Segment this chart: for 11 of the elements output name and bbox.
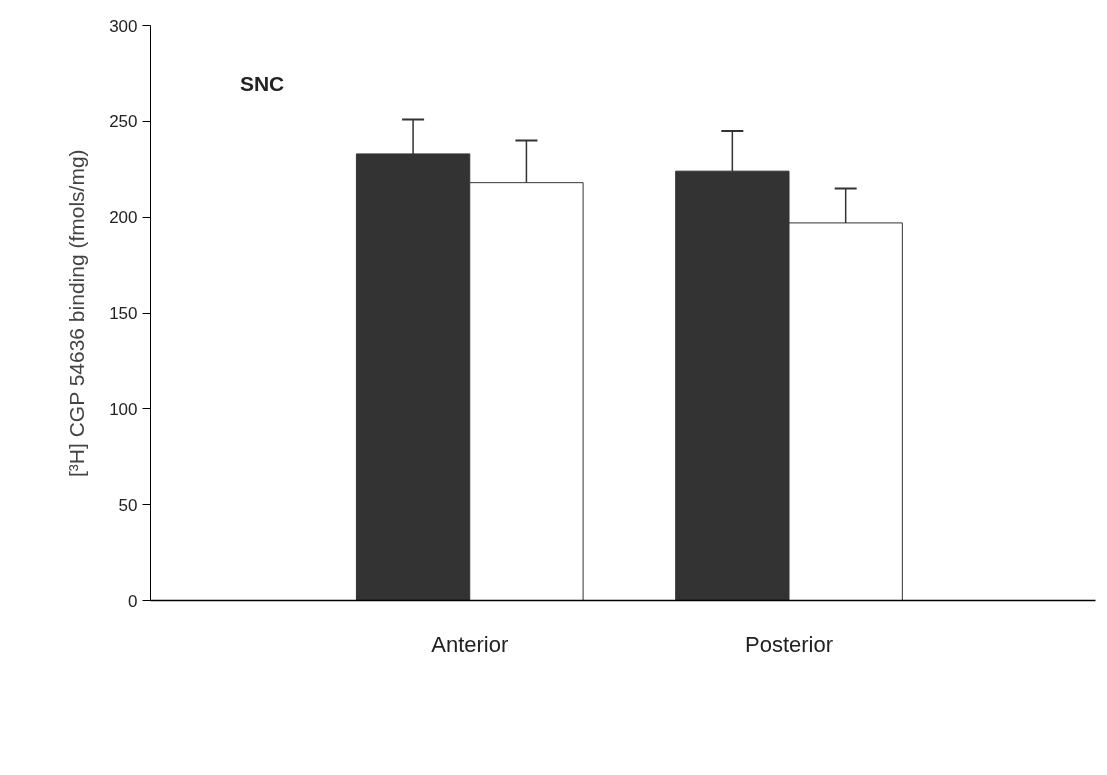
y-tick-label: 150 <box>109 304 138 323</box>
y-tick-label: 300 <box>109 16 138 36</box>
y-tick-label: 200 <box>109 208 138 228</box>
y-tick-label: 250 <box>109 112 138 132</box>
y-tick-label: 100 <box>109 399 138 419</box>
x-tick-label: Anterior <box>431 631 509 657</box>
y-axis-title: [³H] CGP 54636 binding (fmols/mg) <box>65 149 89 477</box>
x-tick-label: Posterior <box>745 631 834 657</box>
y-tick-label: 0 <box>128 591 138 611</box>
annotation: SNC <box>239 71 285 95</box>
y-tick-label: 50 <box>118 495 138 515</box>
